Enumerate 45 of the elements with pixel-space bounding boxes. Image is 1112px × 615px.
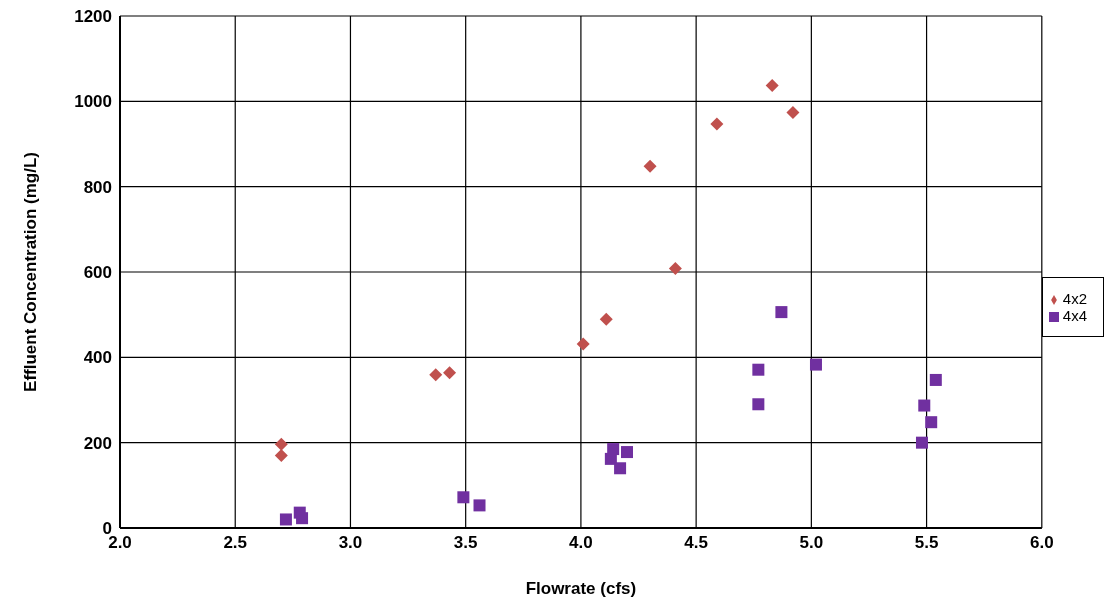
x-tick-label: 4.5: [684, 533, 708, 553]
x-tick-label: 2.5: [223, 533, 248, 553]
point: [765, 79, 779, 93]
point: [274, 448, 288, 462]
point: [929, 373, 942, 386]
point: [473, 499, 486, 512]
point: [915, 436, 928, 449]
y-axis-title: Effluent Concentration (mg/L): [21, 152, 41, 392]
point: [429, 368, 443, 382]
point: [279, 513, 292, 526]
y-tick-label: 600: [83, 263, 112, 283]
point: [599, 312, 613, 326]
point: [296, 512, 309, 525]
x-tick-label: 3.0: [338, 533, 363, 553]
y-tick-label: 200: [83, 433, 112, 453]
point: [752, 363, 765, 376]
point: [457, 491, 470, 504]
y-tick-label: 1200: [74, 7, 112, 27]
point: [925, 416, 938, 429]
point: [621, 446, 633, 459]
point: [614, 462, 627, 475]
point: [786, 105, 800, 119]
point: [643, 159, 657, 173]
point: [710, 117, 724, 131]
point: [809, 358, 822, 371]
x-axis-title: Flowrate (cfs): [525, 579, 637, 598]
x-tick-label: 3.5: [453, 533, 478, 553]
point: [752, 398, 765, 411]
y-tick-label: 800: [83, 177, 112, 197]
x-tick-label: 6.0: [1029, 533, 1054, 553]
point: [668, 262, 682, 276]
x-tick-label: 5.5: [914, 533, 939, 553]
x-tick-label: 2.0: [108, 533, 132, 553]
point: [918, 399, 931, 412]
point: [775, 306, 788, 319]
y-tick-label: 1000: [74, 92, 112, 112]
legend-label: 4x2: [1062, 290, 1087, 307]
y-tick-label: 400: [83, 348, 112, 368]
point: [443, 366, 457, 380]
legend-label: 4x4: [1062, 307, 1087, 324]
point: [576, 337, 590, 351]
x-tick-label: 4.0: [569, 533, 593, 553]
point: [604, 452, 617, 465]
point: [274, 437, 288, 451]
x-tick-label: 5.0: [799, 533, 824, 553]
